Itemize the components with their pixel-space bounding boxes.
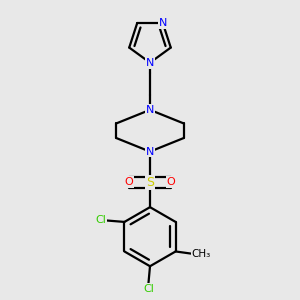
Text: O: O	[167, 177, 175, 187]
Text: O: O	[125, 177, 134, 187]
Text: CH₃: CH₃	[192, 249, 211, 259]
Text: N: N	[159, 18, 167, 28]
Text: Cl: Cl	[95, 215, 106, 225]
Text: N: N	[146, 147, 154, 157]
Text: Cl: Cl	[143, 284, 154, 294]
Text: N: N	[146, 58, 154, 68]
Text: N: N	[146, 105, 154, 115]
Text: S: S	[146, 176, 154, 189]
